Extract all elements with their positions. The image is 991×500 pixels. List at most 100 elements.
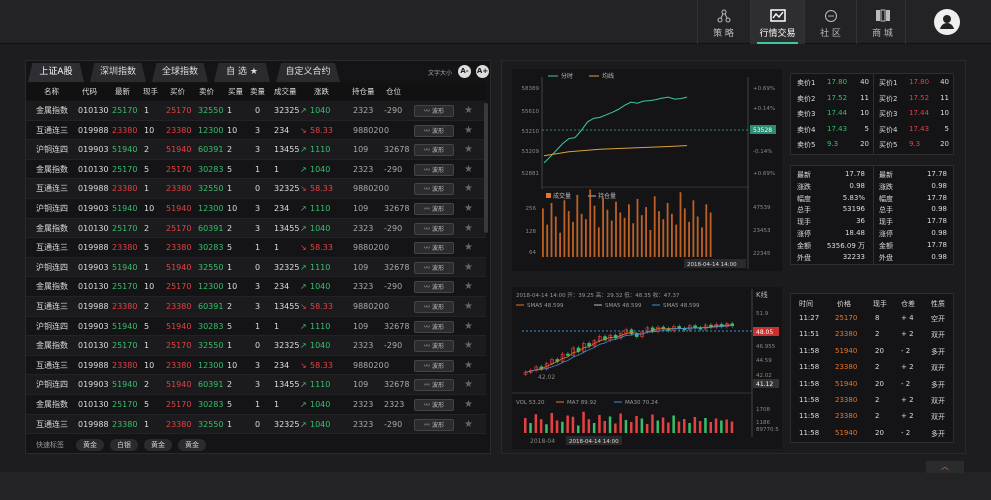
col-header[interactable]: 名称 (44, 87, 59, 96)
wave-icon: 〰 (424, 205, 432, 213)
nav-community[interactable]: 社 区 (804, 0, 856, 44)
volume-bar (542, 208, 544, 257)
tab-custom-contract[interactable]: 自定义合约 (276, 63, 340, 82)
kline-header: 2018-04-14 14:00 开：39.25 高：29.32 低：48.35… (516, 291, 680, 299)
favorite-star-icon[interactable]: ★ (464, 300, 473, 312)
col-header[interactable]: 买量 (228, 87, 243, 96)
row-cell: 23380 (112, 301, 138, 311)
table-row[interactable]: 金属指数 010130 25170 1 25170 32550 1 0 32325 1040 ↗ 2… (26, 101, 486, 121)
table-row[interactable]: 沪铜连四 019903 51940 2 51940 60391 2 3 13455 1110 ↗ 1… (26, 375, 486, 395)
wave-button[interactable]: 〰 波形 (414, 340, 454, 353)
wave-button[interactable]: 〰 波形 (414, 300, 454, 313)
favorite-star-icon[interactable]: ★ (464, 398, 473, 410)
bid-label: 买价2 (879, 94, 898, 103)
tab-watchlist[interactable]: 自 选 ★ (214, 63, 270, 82)
wave-button[interactable]: 〰 波形 (414, 183, 454, 196)
tab-global-index[interactable]: 全球指数 (152, 63, 208, 82)
favorite-star-icon[interactable]: ★ (464, 105, 473, 116)
table-row[interactable]: 金属指数 010130 25170 5 25170 30283 5 1 1 1040 ↗ 2323-… (26, 160, 486, 180)
wave-button[interactable]: 〰 波形 (414, 105, 454, 117)
scrollbar[interactable] (484, 103, 488, 233)
wave-button[interactable]: 〰 波形 (414, 222, 454, 235)
quick-tag[interactable]: 黄金 (144, 439, 172, 451)
table-row[interactable]: 金属指数 010130 25170 1 25170 32550 1 0 32325 1040 ↗ 2… (26, 336, 486, 356)
favorite-star-icon[interactable]: ★ (464, 163, 473, 175)
favorite-star-icon[interactable]: ★ (464, 222, 473, 234)
quick-tag[interactable]: 白银 (110, 439, 138, 451)
col-header[interactable]: 代码 (82, 87, 97, 96)
table-row[interactable]: 沪铜连四 019903 51940 2 51940 60391 2 3 13455 1110 ↗ 1… (26, 140, 486, 160)
col-header[interactable]: 涨跌 (314, 87, 329, 96)
nav-mall[interactable]: 商 城 (856, 0, 908, 44)
col-header[interactable]: 成交量 (274, 87, 297, 96)
favorite-star-icon[interactable]: ★ (464, 202, 473, 214)
table-row[interactable]: 互通连三 019988 23380 2 23380 60391 2 3 13455 58.33 ↘ … (26, 296, 486, 317)
wave-button[interactable]: 〰 波形 (414, 163, 454, 176)
row-change: 1110 (310, 262, 331, 272)
col-header[interactable]: 卖价 (199, 87, 214, 96)
favorite-star-icon[interactable]: ★ (464, 379, 473, 391)
favorite-star-icon[interactable]: ★ (464, 183, 473, 195)
wave-button[interactable]: 〰 波形 (414, 320, 454, 333)
favorite-star-icon[interactable]: ★ (464, 281, 473, 293)
avatar[interactable] (934, 9, 960, 35)
col-header[interactable]: 买价 (170, 87, 185, 96)
wave-button[interactable]: 〰 波形 (414, 144, 454, 157)
favorite-star-icon[interactable]: ★ (464, 242, 473, 254)
nav-market[interactable]: 行情交易 (750, 0, 804, 44)
col-header[interactable]: 仓位 (386, 87, 401, 96)
table-row[interactable]: 金属指数 010130 25170 10 25170 12300 10 3 234 1040 ↗ 2… (26, 277, 486, 297)
favorite-star-icon[interactable]: ★ (464, 320, 473, 332)
stat-label: 外盘 (879, 253, 893, 262)
kline-chart[interactable]: 2018-04-14 14:00 开：39.25 高：29.32 低：48.35… (512, 287, 782, 449)
table-row[interactable]: 互通连三 019988 23380 10 23380 12300 10 3 234 58.33 ↘ … (26, 121, 486, 141)
tab-sh-a[interactable]: 上证A股 (28, 63, 84, 82)
table-row[interactable]: 沪铜连四 019903 51940 10 51940 12300 10 3 234 1110 ↗ 1… (26, 199, 486, 219)
wave-button[interactable]: 〰 波形 (414, 261, 454, 274)
wave-button[interactable]: 〰 波形 (414, 398, 454, 411)
table-row[interactable]: 沪铜连四 019903 51940 5 51940 30283 5 1 1 1110 ↗ 109 32… (26, 317, 486, 337)
favorite-star-icon[interactable]: ★ (464, 340, 473, 352)
font-increase-button[interactable]: A+ (476, 65, 489, 78)
favorite-star-icon[interactable]: ★ (464, 418, 473, 430)
table-row[interactable]: 互通连三 019988 23380 5 23380 30283 5 1 1 58.33 ↘ 9880… (26, 238, 486, 258)
col-header[interactable]: 卖量 (250, 87, 265, 96)
wave-button[interactable]: 〰 波形 (414, 359, 454, 372)
wave-button[interactable]: 〰 波形 (414, 281, 454, 294)
quick-tag[interactable]: 黄金 (178, 439, 206, 451)
tab-sz-index[interactable]: 深圳指数 (90, 63, 146, 82)
candle (534, 366, 538, 371)
wave-button[interactable]: 〰 波形 (414, 202, 454, 215)
scroll-top-button[interactable]: ︿ (926, 461, 964, 473)
col-header[interactable]: 现手 (143, 87, 158, 96)
volume-bar (624, 420, 628, 433)
row-cell: 010130 (78, 399, 109, 409)
market-tabs: 上证A股 深圳指数 全球指数 自 选 ★ 自定义合约 文字大小 A- A+ (26, 61, 492, 83)
wave-button[interactable]: 〰 波形 (414, 242, 454, 255)
wave-button[interactable]: 〰 波形 (414, 379, 454, 392)
favorite-star-icon[interactable]: ★ (464, 124, 473, 136)
font-decrease-button[interactable]: A- (458, 65, 471, 78)
date-tag (566, 436, 622, 445)
table-row[interactable]: 沪铜连四 019903 51940 1 51940 32550 1 0 32325 1110 ↗ 1… (26, 257, 486, 278)
wave-icon: 〰 (424, 401, 432, 409)
trend-up-icon: ↗ (300, 341, 307, 351)
table-row[interactable]: 互通连三 019988 23380 1 23380 32550 1 0 32325 1040 ↗ 2… (26, 414, 486, 435)
favorite-star-icon[interactable]: ★ (464, 359, 473, 371)
wave-button[interactable]: 〰 波形 (414, 418, 454, 431)
col-header[interactable]: 最新 (115, 87, 130, 96)
col-header[interactable]: 持仓量 (352, 87, 375, 96)
table-row[interactable]: 金属指数 010130 25170 2 25170 60391 2 3 13455 1040 ↗ 2… (26, 218, 486, 239)
favorite-star-icon[interactable]: ★ (464, 144, 473, 156)
table-row[interactable]: 互通连三 019988 23380 10 23380 12300 10 3 234 58.33 ↘ … (26, 356, 486, 376)
favorite-star-icon[interactable]: ★ (464, 261, 473, 273)
trend-up-icon: ↗ (300, 203, 307, 213)
timeshare-chart[interactable]: 分时 均线 58389 55610 53210 53209 52881 +0.69% +0.14… (512, 69, 782, 271)
nav-strategy[interactable]: 策 略 (697, 0, 749, 44)
quick-tag[interactable]: 黄金 (76, 439, 104, 451)
row-cell: 1 (255, 399, 261, 409)
user-menu[interactable] (905, 0, 991, 44)
wave-button[interactable]: 〰 波形 (414, 124, 454, 137)
table-row[interactable]: 金属指数 010130 25170 5 25170 30283 5 1 1 1040 ↗ 2323 2… (26, 395, 486, 415)
table-row[interactable]: 互通连三 019988 23380 1 23380 32550 1 0 32325 58.33 ↘ … (26, 179, 486, 199)
